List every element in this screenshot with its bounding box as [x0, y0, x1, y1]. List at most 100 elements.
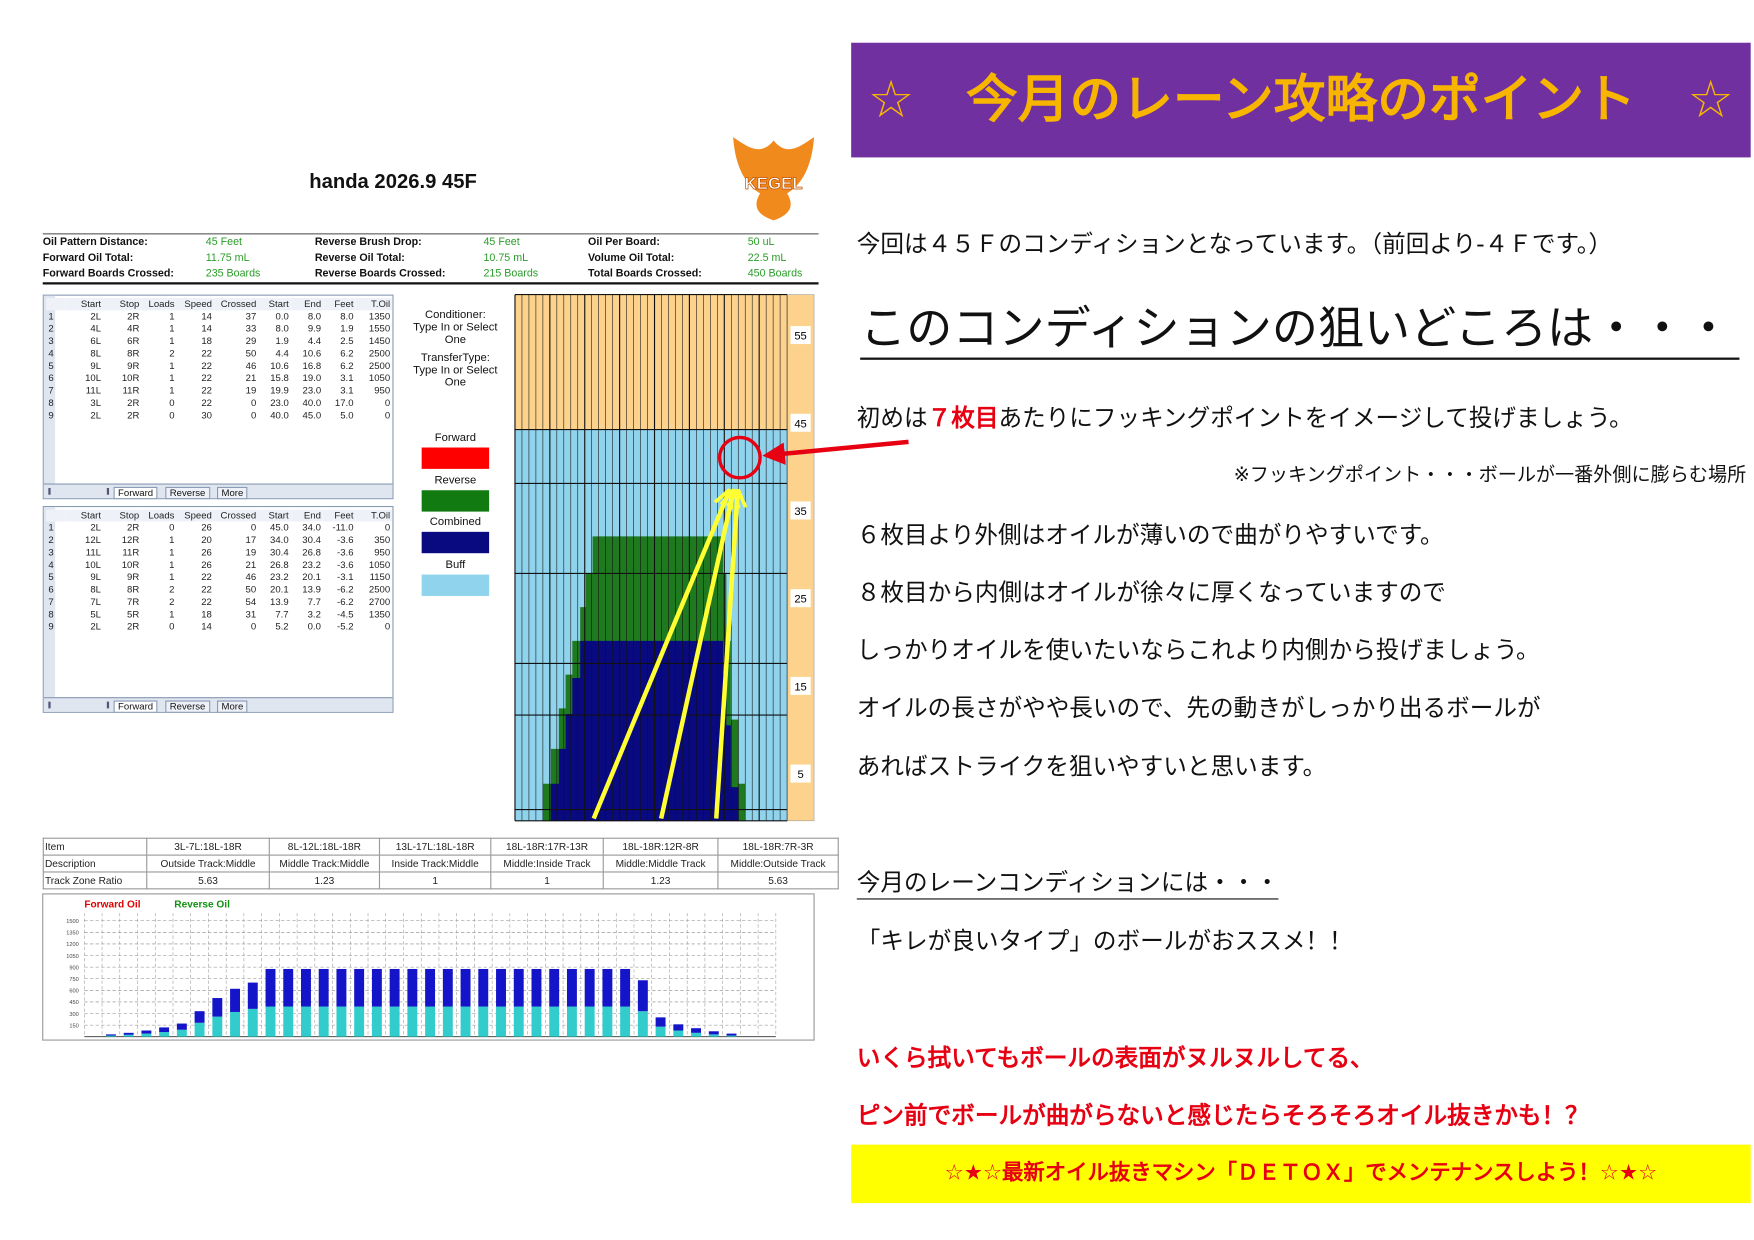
ratio-cell: 1.23 — [602, 871, 719, 890]
table-cell: 10R — [121, 558, 140, 571]
row-number: 9 — [48, 620, 54, 632]
bar-segment — [123, 1032, 134, 1035]
logo-flame — [733, 137, 815, 221]
footnote: ※フッキングポイント・・・ボールが一番外側に膨らむ場所 — [1233, 464, 1747, 487]
table-cell: 17 — [245, 534, 257, 546]
sheet-tab[interactable]: Forward — [113, 700, 158, 713]
table-cell: 0 — [384, 620, 391, 632]
table-cell: 950 — [374, 384, 391, 396]
table-cell: 22 — [201, 384, 213, 396]
banner-title: ☆ 今月のレーン攻略のポイント ☆ — [867, 68, 1734, 130]
bar-segment — [584, 1006, 595, 1037]
table-row: 3 11L 11R 1 26 19 30.4 26.8 -3.6 950 — [46, 546, 392, 558]
ratio-cell: 1.23 — [268, 871, 381, 890]
bar-segment — [141, 1030, 152, 1034]
bar-segment — [247, 1008, 258, 1037]
body-line: ８枚目から内側はオイルが徐々に厚くなっていますので — [856, 579, 1446, 607]
table-cell: 14 — [201, 620, 212, 632]
table-cell: 13.9 — [270, 595, 289, 608]
table-cell: 6L — [90, 335, 102, 347]
bar-segment — [496, 1006, 506, 1037]
intro-text: 今回は４５Ｆのコンディションとなっています。（前回より-４Ｆです。） — [856, 230, 1613, 258]
column-header: Feet — [334, 297, 354, 310]
bar-segment — [265, 1006, 276, 1037]
table-cell: 0 — [250, 620, 257, 632]
row-number: 6 — [48, 583, 54, 595]
data-table: Start Stop Loads Speed Crossed Start End Feet T.… — [46, 297, 393, 422]
scale-box — [790, 764, 811, 783]
ratio-cell: 3L-7L:18L-18R — [146, 837, 270, 856]
sheet-tab[interactable]: Reverse — [165, 700, 210, 713]
legend-entry: Reverse Oil — [174, 899, 230, 910]
bar-segment — [176, 1023, 187, 1030]
warning: ピン前でボールが曲がらないと感じたらそろそろオイル抜きかも！？ — [856, 1101, 1589, 1129]
scale-box — [790, 501, 811, 520]
sheet-tab[interactable]: Reverse — [165, 486, 210, 499]
stat-label: Reverse Brush Drop: — [314, 236, 422, 249]
row-number: 7 — [48, 595, 54, 608]
table-cell: 0 — [384, 409, 391, 421]
legend-swatch — [421, 489, 490, 512]
table-cell: 8R — [127, 347, 140, 359]
table-cell: 26 — [201, 546, 212, 558]
table-cell: 2 — [169, 595, 175, 608]
table-cell: 1 — [169, 534, 175, 546]
sheet-tab[interactable]: More — [217, 486, 248, 499]
row-number: 2 — [48, 534, 54, 546]
table-cell: 2R — [127, 310, 140, 322]
table-cell: 2L — [90, 409, 102, 421]
y-tick-label: 600 — [69, 989, 78, 995]
table-cell: 2.5 — [340, 335, 354, 347]
bar-segment — [496, 968, 506, 1007]
sheet-tab[interactable]: Forward — [113, 486, 158, 499]
bar-segment — [691, 1032, 702, 1037]
lane-scale — [786, 294, 815, 822]
ball-path — [713, 492, 737, 819]
promo-box — [851, 1144, 1751, 1204]
stat-label: Oil Per Board: — [588, 236, 660, 249]
table-cell: 11R — [122, 384, 140, 396]
y-tick-label: 1350 — [66, 931, 78, 937]
table-cell: -11.0 — [332, 521, 354, 533]
table-cell: 2500 — [368, 347, 391, 359]
ratio-cell: 13L-17L:18L-18R — [378, 837, 492, 856]
table-cell: 30.4 — [302, 534, 321, 546]
table-cell: 26.8 — [302, 546, 321, 558]
row-number: 4 — [48, 558, 54, 571]
table-cell: 22 — [201, 595, 212, 608]
table-cell: 7R — [127, 595, 140, 608]
sheet-tab[interactable]: More — [217, 700, 248, 713]
column-header: Loads — [148, 297, 175, 310]
table-cell: -6.2 — [337, 595, 354, 608]
bar-segment — [230, 1011, 241, 1037]
table-panel: Start Stop Loads Speed Crossed Start End Feet T.… — [42, 294, 394, 500]
bar-segment — [566, 1006, 577, 1037]
table-cell: 19 — [245, 384, 257, 396]
table-row: 5 9L 9R 1 22 46 23.2 20.1 -3.1 1150 — [46, 571, 392, 583]
row-number: 5 — [48, 359, 54, 372]
table-cell: 0 — [169, 521, 175, 533]
column-header: Start — [268, 509, 289, 521]
tip-line: 初めは７枚目あたりにフッキングポイントをイメージして投げましょう。 — [857, 406, 1633, 431]
table-cell: 9R — [127, 571, 140, 583]
bar-segment — [620, 968, 631, 1007]
bar-segment — [513, 1006, 524, 1037]
table-cell: -4.5 — [337, 608, 354, 620]
table-cell: 1 — [169, 322, 175, 334]
legend-swatch — [421, 447, 490, 469]
table-cell: 9L — [90, 359, 102, 372]
table-row: 5 9L 9R 1 22 46 10.6 16.8 6.2 2500 — [46, 360, 392, 372]
bar-segment — [336, 1006, 347, 1037]
table-row: 1 2L 2R 1 14 37 0.0 8.0 8.0 1350 — [46, 310, 392, 322]
tab-nav — [48, 487, 110, 495]
bar-segment — [230, 988, 241, 1012]
ratio-cell: Middle:Middle Track — [602, 854, 719, 873]
scale-label: 35 — [794, 506, 807, 518]
bar-segment — [425, 1006, 436, 1037]
table-cell: 1.9 — [340, 322, 354, 334]
table-cell: 3.1 — [340, 384, 354, 396]
table-cell: 29 — [245, 335, 257, 347]
stat-label: Forward Boards Crossed: — [42, 267, 174, 280]
